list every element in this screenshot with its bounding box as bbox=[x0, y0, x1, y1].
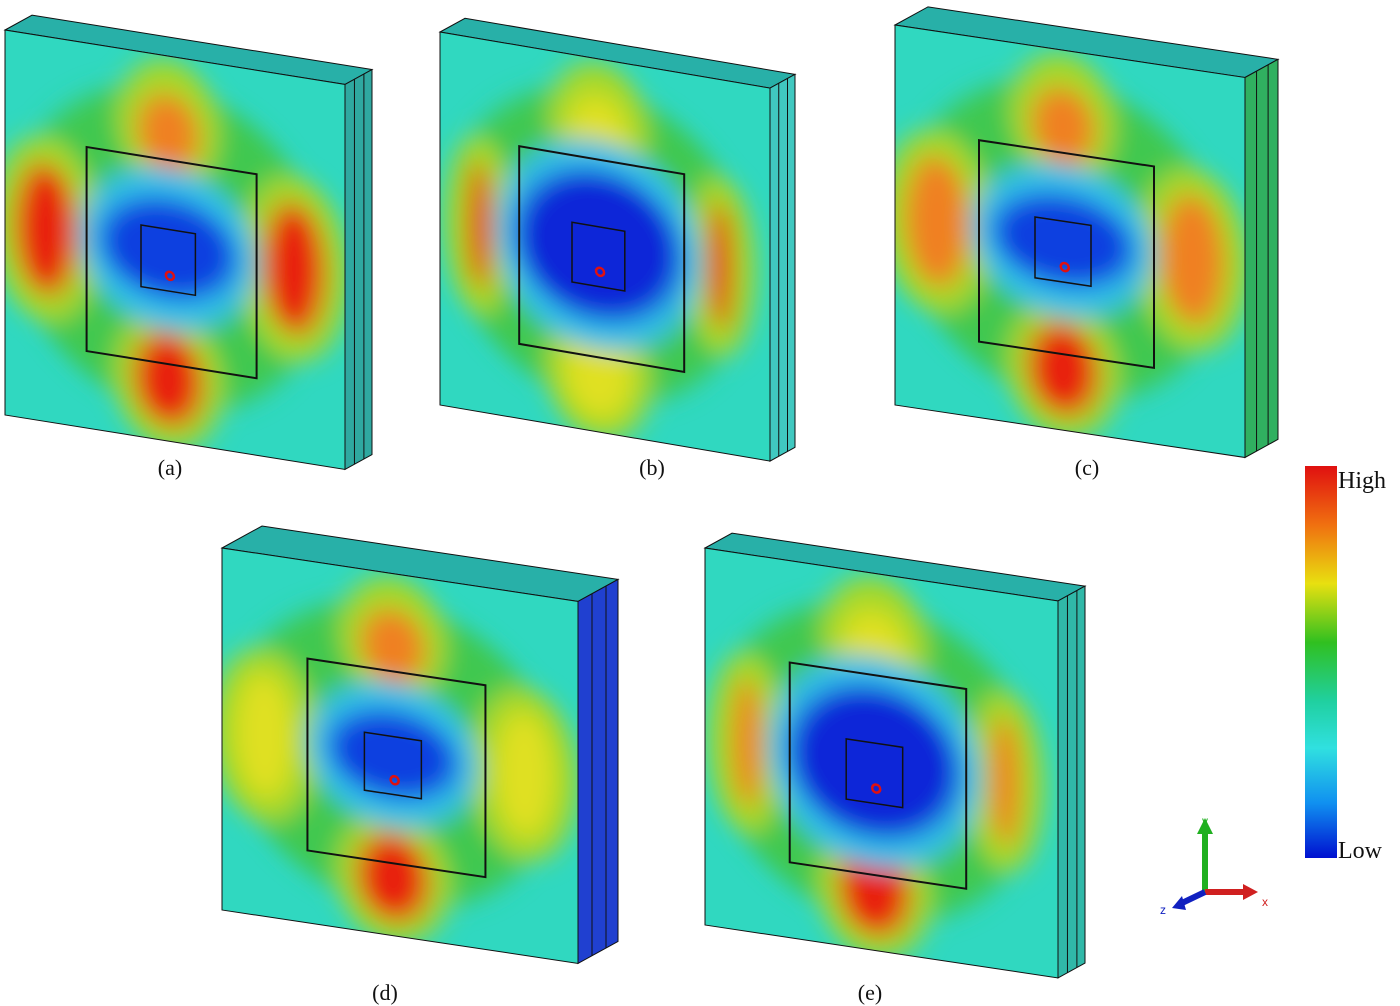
y-arrow-head bbox=[1197, 818, 1213, 834]
panel-label: (b) bbox=[639, 455, 665, 480]
field-blob bbox=[496, 712, 554, 837]
field-blob bbox=[1161, 194, 1224, 325]
feed-point bbox=[594, 266, 606, 278]
field-blob bbox=[905, 156, 969, 287]
port-outline bbox=[978, 139, 1155, 369]
port-outline bbox=[85, 145, 258, 380]
field-blobs bbox=[5, 59, 345, 450]
feed-point bbox=[164, 270, 176, 282]
field bbox=[705, 548, 1058, 978]
panel-label: (c) bbox=[1075, 455, 1099, 480]
panel-label: (d) bbox=[372, 980, 398, 1005]
field-blob bbox=[789, 685, 960, 839]
field-blob bbox=[236, 673, 294, 798]
z-axis-label: z bbox=[1160, 903, 1166, 917]
field-blob bbox=[328, 710, 457, 800]
panel-label: (e) bbox=[858, 980, 882, 1005]
plate-face bbox=[4, 29, 346, 470]
field-blob bbox=[1028, 323, 1098, 416]
feed-outline bbox=[845, 737, 904, 809]
field-blob bbox=[100, 197, 237, 300]
field-plate bbox=[3, 14, 374, 471]
field-blob bbox=[15, 163, 77, 295]
field-blob bbox=[515, 169, 681, 322]
panel-label: (a) bbox=[158, 455, 182, 480]
field-blob bbox=[263, 203, 325, 335]
plate-edge bbox=[439, 31, 771, 462]
field bbox=[5, 30, 345, 470]
feed-outline bbox=[363, 731, 423, 800]
feed-outline bbox=[571, 221, 626, 292]
field bbox=[222, 548, 578, 964]
feed-point bbox=[870, 783, 882, 794]
field-blob bbox=[733, 678, 762, 807]
colorbar-low: Low bbox=[1338, 838, 1383, 864]
field-blob bbox=[990, 717, 1020, 846]
field-blob bbox=[357, 833, 429, 922]
field bbox=[895, 25, 1245, 458]
field-plate bbox=[220, 525, 620, 965]
z-arrow bbox=[1180, 889, 1207, 906]
field-blobs bbox=[222, 576, 578, 944]
plate-face bbox=[221, 547, 579, 964]
colorbar-high: High bbox=[1338, 468, 1386, 494]
field-blob bbox=[993, 193, 1133, 287]
field-blob bbox=[468, 161, 492, 289]
field-blob bbox=[360, 609, 425, 683]
field-blob bbox=[134, 332, 203, 427]
plate-edge bbox=[4, 29, 346, 470]
field-blob bbox=[137, 94, 199, 172]
field-blobs bbox=[708, 576, 1044, 959]
plate-side bbox=[344, 68, 373, 471]
plate-edge bbox=[704, 547, 1059, 979]
port-outline bbox=[518, 145, 686, 374]
port-outline bbox=[788, 661, 968, 890]
z-arrow-head bbox=[1172, 896, 1186, 910]
field-plate bbox=[703, 532, 1087, 979]
x-arrow-head bbox=[1243, 884, 1258, 900]
plate-side bbox=[577, 578, 619, 965]
plate-face bbox=[704, 547, 1059, 979]
port-outline bbox=[306, 657, 487, 879]
feed-point bbox=[1059, 261, 1070, 273]
field-blob bbox=[708, 202, 733, 330]
x-axis-label: x bbox=[1262, 895, 1268, 909]
field-blobs bbox=[895, 53, 1245, 439]
feed-outline bbox=[140, 224, 197, 297]
field-blob bbox=[1031, 87, 1095, 165]
panels bbox=[3, 6, 1280, 979]
field-plate bbox=[893, 6, 1280, 459]
feed-outline bbox=[1034, 216, 1092, 288]
plate-face bbox=[894, 24, 1246, 459]
field-plate bbox=[438, 17, 797, 462]
plate-face bbox=[439, 31, 771, 462]
field-blobs bbox=[444, 62, 756, 440]
axis-triad: y x z bbox=[1160, 814, 1268, 917]
y-axis-label: y bbox=[1202, 814, 1208, 828]
field bbox=[440, 32, 770, 462]
plate-edge bbox=[221, 547, 579, 964]
colorbar bbox=[1305, 466, 1337, 858]
feed-point bbox=[389, 774, 400, 786]
plate-side bbox=[769, 73, 796, 462]
plate-side bbox=[1057, 585, 1086, 979]
plate-edge bbox=[894, 24, 1246, 459]
plate-side bbox=[1244, 58, 1279, 459]
